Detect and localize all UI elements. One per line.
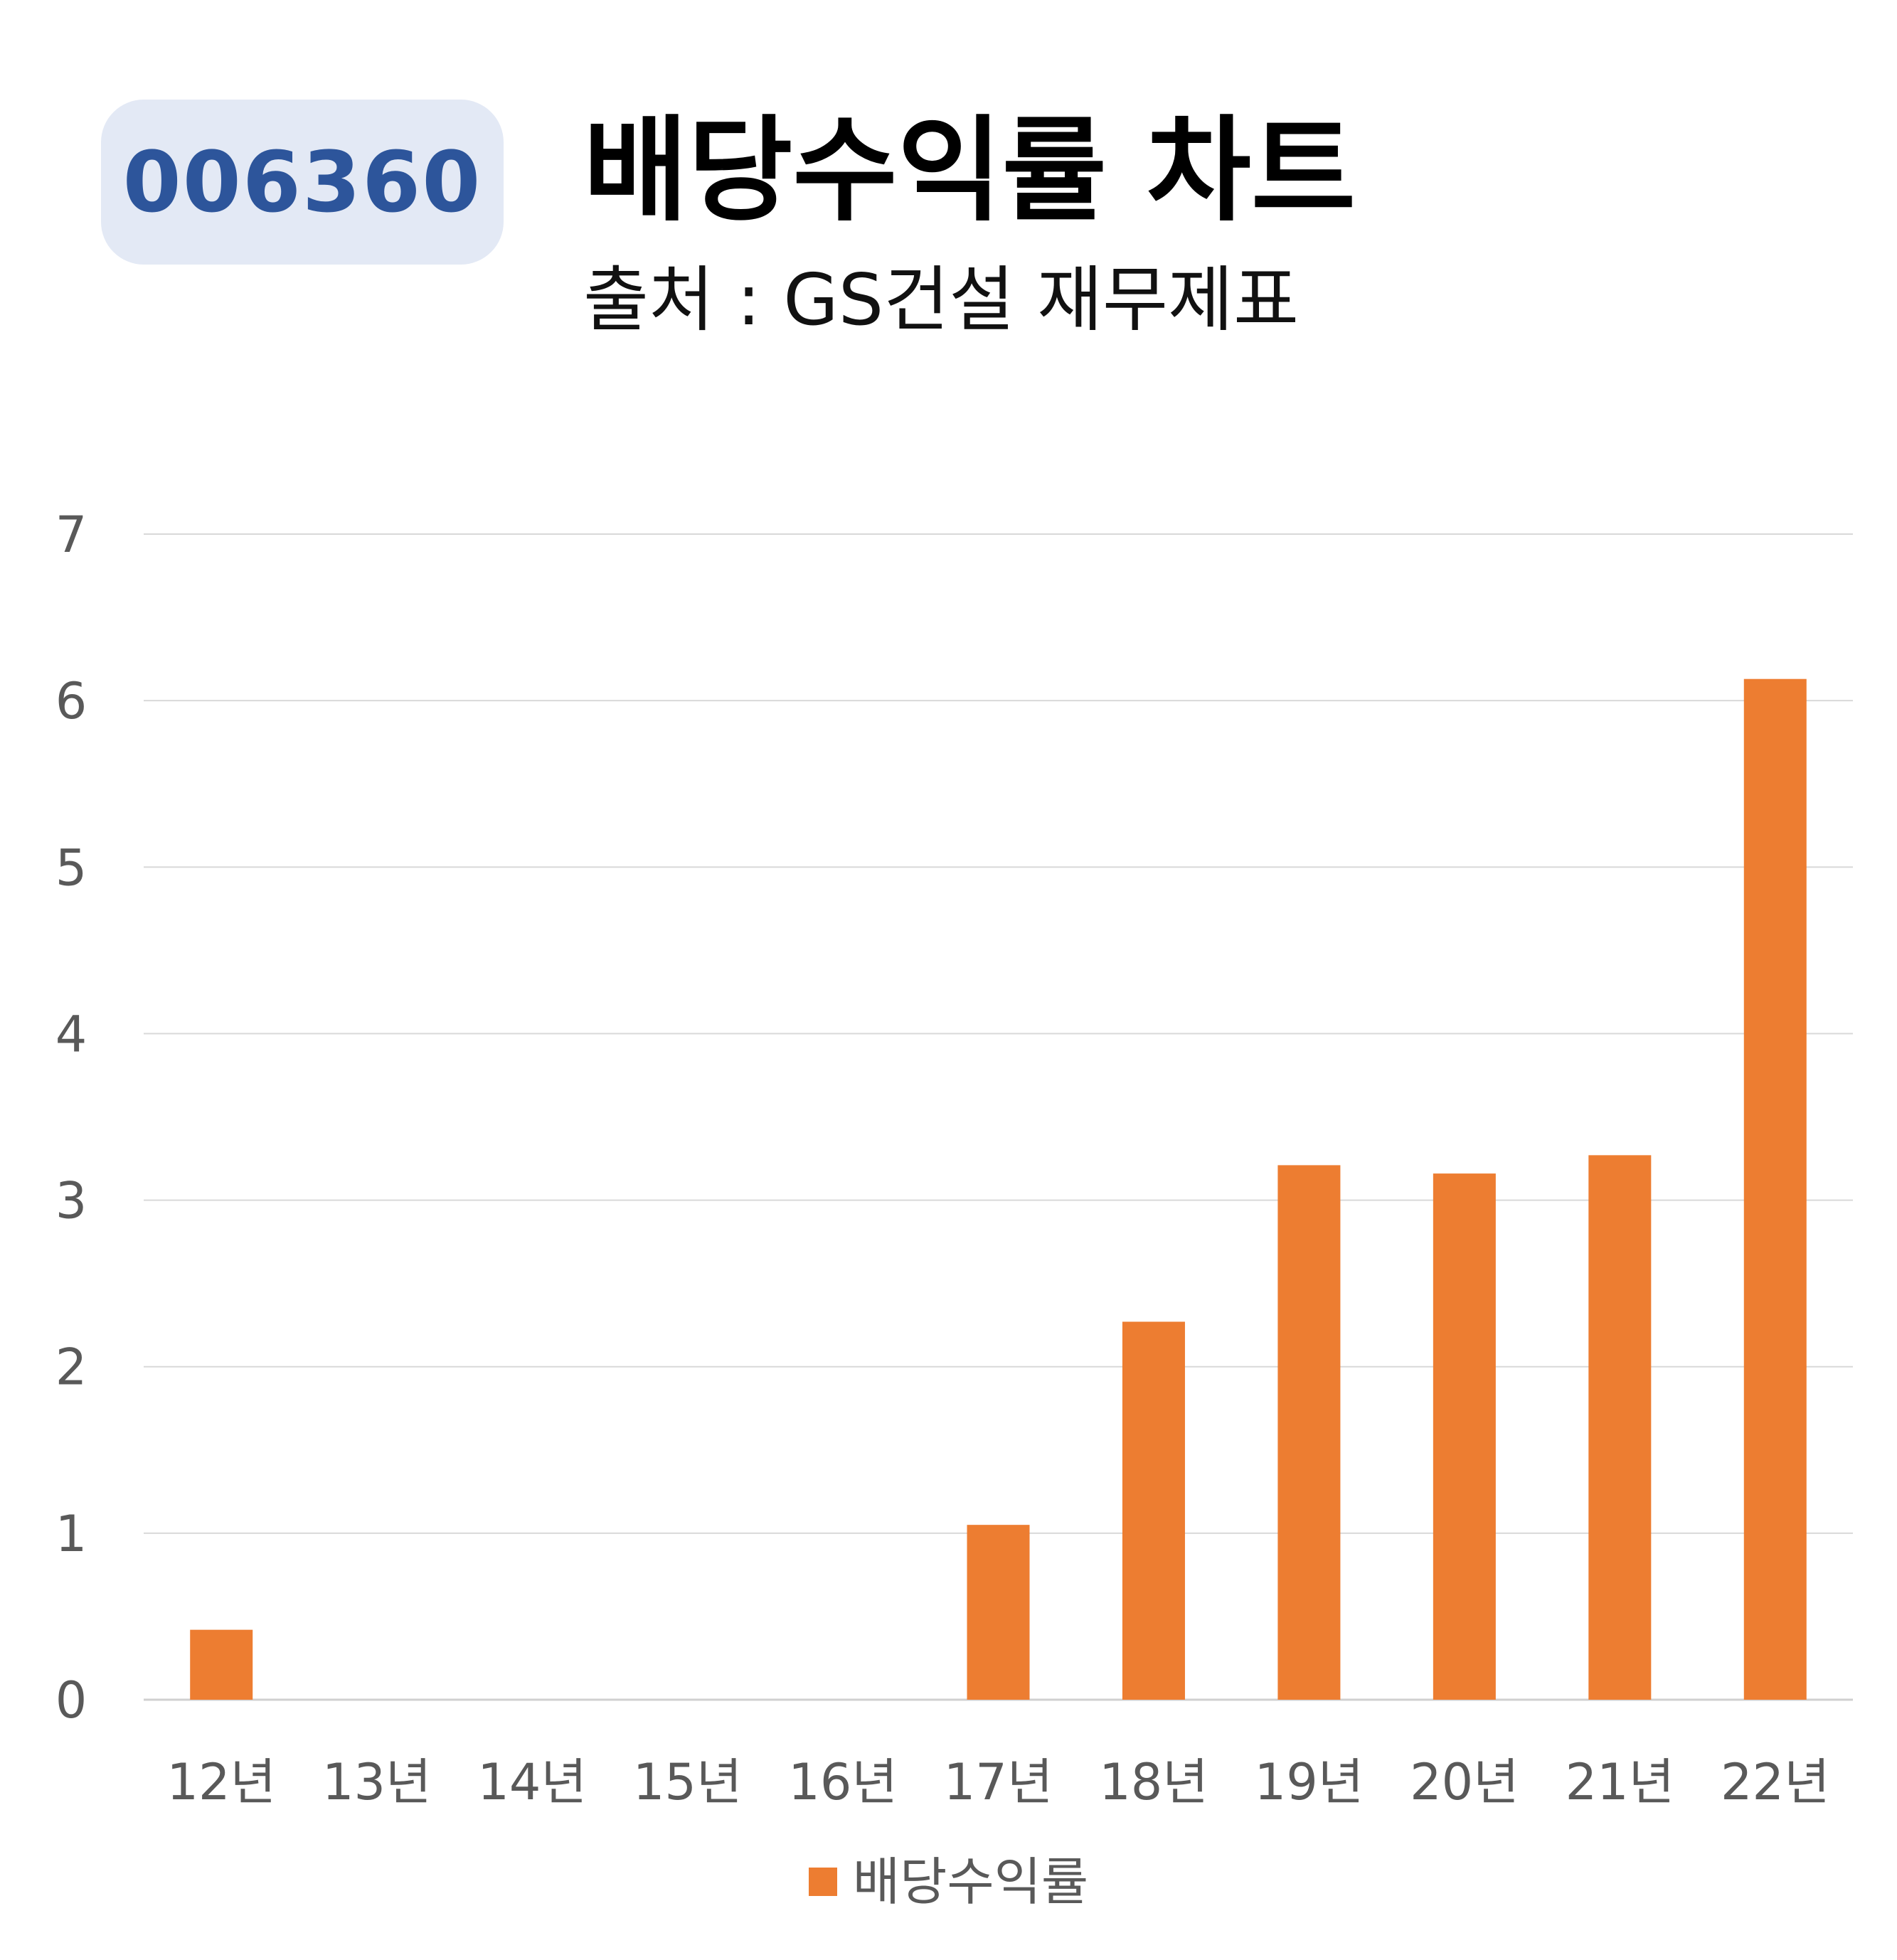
x-tick-label: 18년 — [1099, 1753, 1208, 1811]
x-tick-label: 22년 — [1721, 1753, 1829, 1811]
bar — [190, 1629, 253, 1700]
x-tick-label: 15년 — [633, 1753, 742, 1811]
bar — [1433, 1173, 1496, 1700]
y-tick-label: 5 — [55, 838, 87, 897]
x-tick-label: 16년 — [788, 1753, 897, 1811]
bar — [1588, 1155, 1652, 1700]
x-tick-label: 14년 — [477, 1753, 586, 1811]
ticker-code: 006360 — [122, 133, 482, 231]
legend: 배당수익률 — [0, 1856, 1897, 1907]
y-tick-label: 7 — [55, 506, 87, 564]
bar — [1743, 678, 1807, 1700]
y-tick-label: 2 — [55, 1338, 87, 1397]
x-tick-label: 20년 — [1410, 1753, 1519, 1811]
y-tick-label: 6 — [55, 672, 87, 730]
y-tick-label: 4 — [55, 1005, 87, 1063]
chart-subtitle: 출처 : GS건설 재무제표 — [583, 258, 1300, 341]
y-tick-label: 1 — [55, 1505, 87, 1563]
x-tick-label: 17년 — [944, 1753, 1053, 1811]
x-tick-label: 12년 — [166, 1753, 275, 1811]
x-tick-label: 21년 — [1566, 1753, 1674, 1811]
chart-title: 배당수익률 차트 — [583, 104, 1356, 237]
bar — [967, 1525, 1030, 1700]
x-tick-label: 13년 — [322, 1753, 431, 1811]
x-tick-label: 19년 — [1255, 1753, 1364, 1811]
y-axis-tick-labels: 0 1 2 3 4 5 6 7 — [55, 506, 87, 1730]
bars — [190, 678, 1807, 1700]
y-tick-label: 3 — [55, 1172, 87, 1230]
bar — [1122, 1321, 1185, 1700]
bar — [1277, 1165, 1341, 1700]
legend-label: 배당수익률 — [852, 1852, 1089, 1912]
ticker-badge: 006360 — [101, 100, 504, 265]
y-tick-label: 0 — [55, 1671, 87, 1730]
legend-swatch — [808, 1868, 837, 1896]
x-axis-tick-labels: 12년 13년 14년 15년 16년 17년 18년 19년 20년 21년 22년 — [166, 1753, 1829, 1811]
